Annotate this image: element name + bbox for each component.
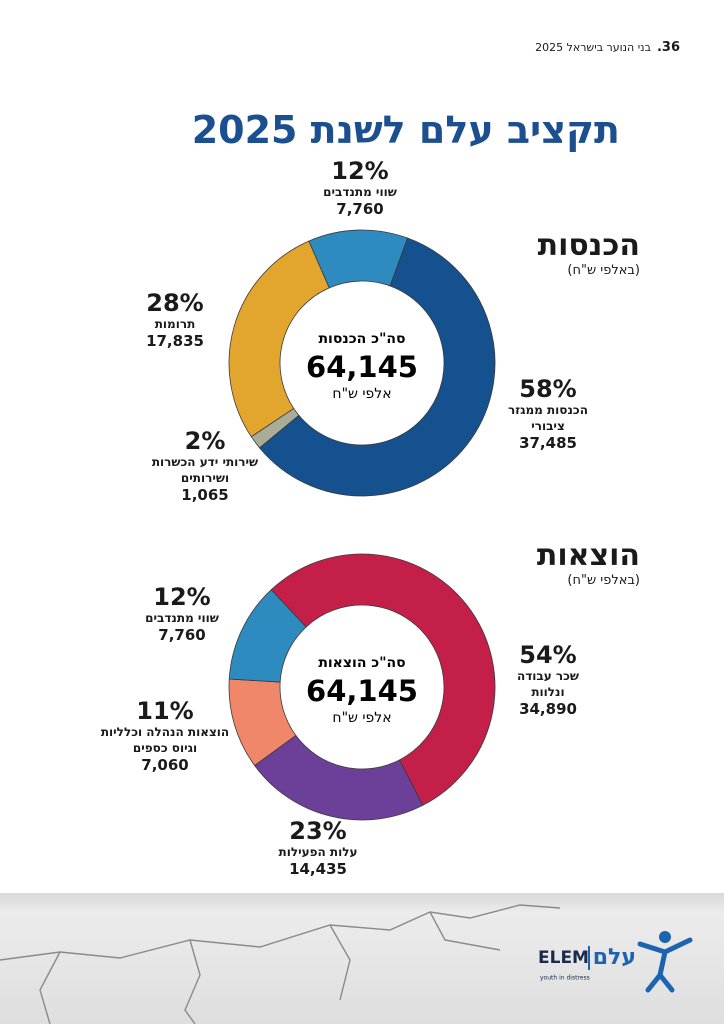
logo-en: ELEM bbox=[538, 948, 589, 968]
slice-label: 54% שכר עבודה ונלוות 34,890 bbox=[508, 642, 588, 719]
slice-value: 34,890 bbox=[519, 700, 577, 718]
slice-name: שירותי ידע הכשרות ושירותים bbox=[151, 455, 259, 485]
slice-value: 37,485 bbox=[519, 434, 577, 452]
slice-label: 23% עלות הפעילות 14,435 bbox=[248, 818, 388, 879]
slice-label: 12% שווי מתנדבים 7,760 bbox=[137, 584, 227, 645]
slice-value: 14,435 bbox=[289, 860, 347, 878]
slice-value: 7,060 bbox=[141, 756, 189, 774]
slice-value: 7,760 bbox=[336, 200, 384, 218]
page-title: תקציב עלם לשנת 2025 bbox=[191, 108, 620, 152]
section-subtitle: (באלפי ש"ח) bbox=[567, 263, 640, 278]
pie-slice bbox=[228, 589, 307, 683]
page-number: 36. bbox=[656, 40, 680, 55]
slice-share: 28% bbox=[146, 289, 204, 317]
center-value: 64,145 bbox=[306, 350, 418, 384]
pie-slice bbox=[258, 237, 496, 497]
section-title: הכנסות bbox=[537, 228, 640, 263]
slice-share: 54% bbox=[519, 641, 577, 669]
slice-name: תרומות bbox=[154, 317, 196, 331]
section-heading: הוצאות (באלפי ש"ח) bbox=[537, 538, 640, 588]
pie-slice bbox=[254, 734, 424, 821]
slice-label: 28% תרומות 17,835 bbox=[130, 290, 220, 351]
slice-share: 2% bbox=[184, 427, 226, 455]
logo-he: עלם bbox=[593, 945, 636, 970]
running-title: בני הנוער בישראל 2025 bbox=[535, 41, 651, 54]
pie-slice bbox=[228, 240, 330, 438]
slice-share: 12% bbox=[331, 157, 389, 185]
logo: ELEM עלם youth in distress bbox=[538, 931, 693, 993]
pie-slice bbox=[308, 229, 409, 289]
center-title: סה"כ הוצאות bbox=[318, 655, 405, 671]
logo-tagline: youth in distress bbox=[540, 975, 590, 982]
slice-label: 12% שווי מתנדבים 7,760 bbox=[305, 158, 415, 219]
slice-label: 2% שירותי ידע הכשרות ושירותים 1,065 bbox=[140, 428, 270, 505]
slice-name: הוצאות הנהלה וכלליות וגיוס כספים bbox=[100, 725, 230, 755]
slice-value: 17,835 bbox=[146, 332, 204, 350]
slice-value: 7,760 bbox=[158, 626, 206, 644]
center-unit: אלפי ש"ח bbox=[332, 710, 391, 726]
page-header: 36. בני הנוער בישראל 2025 bbox=[535, 40, 680, 55]
slice-name: עלות הפעילות bbox=[278, 845, 358, 859]
section-subtitle: (באלפי ש"ח) bbox=[567, 573, 640, 588]
cracks bbox=[0, 904, 561, 1024]
slice-name: שווי מתנדבים bbox=[145, 611, 219, 625]
slice-name: הכנסות ממגזר ציבורי bbox=[508, 403, 588, 433]
section-heading: הכנסות (באלפי ש"ח) bbox=[538, 228, 640, 278]
slice-share: 23% bbox=[289, 817, 347, 845]
pie-slice bbox=[270, 553, 496, 806]
slice-share: 11% bbox=[136, 697, 194, 725]
slice-share: 12% bbox=[153, 583, 211, 611]
section-title: הוצאות bbox=[536, 538, 640, 573]
slice-name: שווי מתנדבים bbox=[323, 185, 397, 199]
center-title: סה"כ הכנסות bbox=[318, 331, 405, 347]
slice-label: 58% הכנסות ממגזר ציבורי 37,485 bbox=[503, 376, 593, 453]
slice-name: שכר עבודה ונלוות bbox=[516, 669, 580, 699]
slice-value: 1,065 bbox=[181, 486, 229, 504]
center-unit: אלפי ש"ח bbox=[332, 386, 391, 402]
slice-share: 58% bbox=[519, 375, 577, 403]
slice-label: 11% הוצאות הנהלה וכלליות וגיוס כספים 7,060 bbox=[95, 698, 235, 775]
center-value: 64,145 bbox=[306, 674, 418, 708]
